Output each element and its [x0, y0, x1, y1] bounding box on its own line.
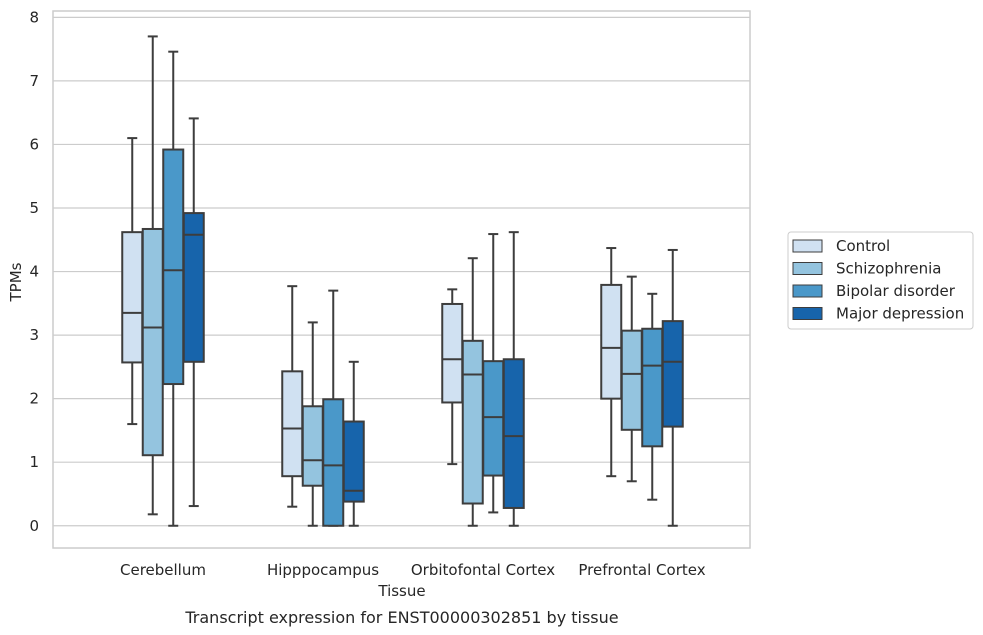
iqr-box — [301, 405, 324, 487]
box-prefrontal-cortex-bipolar-disorder — [641, 292, 664, 501]
box-prefrontal-cortex-schizophrenia — [620, 275, 643, 483]
legend: Control Schizophrenia Bipolar disorder Majo… — [787, 231, 974, 330]
y-tick-label: 4 — [29, 263, 39, 281]
box-cerebellum-schizophrenia — [141, 35, 164, 516]
iqr-box — [620, 329, 643, 431]
x-tick-label: Hipppocampus — [267, 561, 379, 579]
iqr-box — [342, 420, 365, 503]
x-tick-labels: Cerebellum Hipppocampus Orbitofontal Corte… — [120, 561, 706, 579]
iqr-box — [502, 358, 525, 509]
legend-frame — [787, 231, 974, 330]
box-hipppocampus-major-depression — [342, 360, 365, 527]
iqr-box — [182, 212, 205, 363]
plot-frame — [52, 10, 751, 549]
y-axis-label: TPMs — [7, 262, 25, 302]
legend-swatch-bipolar-disorder — [792, 284, 823, 298]
y-tick-label: 0 — [29, 517, 39, 535]
box-cerebellum-bipolar-disorder — [162, 50, 185, 527]
x-tick-label: Orbitofontal Cortex — [411, 561, 555, 579]
y-tick-label: 7 — [29, 72, 39, 90]
y-tick-label: 6 — [29, 135, 39, 153]
y-tick-labels: 0 1 2 3 4 5 6 7 8 — [29, 8, 39, 534]
box-orbitofontal-cortex-control — [441, 288, 464, 466]
y-tick-label: 3 — [29, 326, 39, 344]
box-orbitofontal-cortex-major-depression — [502, 231, 525, 527]
legend-label-major-depression: Major depression — [836, 305, 964, 323]
legend-label-bipolar-disorder: Bipolar disorder — [836, 282, 956, 300]
box-orbitofontal-cortex-bipolar-disorder — [482, 233, 505, 514]
iqr-box — [641, 327, 664, 448]
iqr-box — [441, 302, 464, 404]
x-tick-label: Prefrontal Cortex — [578, 561, 705, 579]
iqr-box — [121, 231, 144, 364]
y-tick-label: 5 — [29, 199, 39, 217]
box-hipppocampus-bipolar-disorder — [322, 289, 345, 527]
y-tick-label: 8 — [29, 8, 39, 26]
iqr-box — [661, 320, 684, 428]
iqr-box — [461, 339, 484, 505]
box-cerebellum-major-depression — [182, 117, 205, 508]
y-tick-label: 1 — [29, 453, 39, 471]
box-prefrontal-cortex-major-depression — [661, 248, 684, 527]
figure-caption: Transcript expression for ENST0000030285… — [184, 608, 618, 627]
x-axis-label: Tissue — [377, 582, 425, 600]
iqr-box — [482, 360, 505, 477]
legend-label-control: Control — [836, 237, 890, 255]
iqr-box — [141, 227, 164, 457]
iqr-box — [281, 370, 304, 478]
legend-label-schizophrenia: Schizophrenia — [836, 260, 941, 278]
legend-swatch-control — [792, 239, 823, 253]
legend-swatch-schizophrenia — [792, 262, 823, 275]
y-tick-label: 2 — [29, 390, 39, 408]
legend-swatch-major-depression — [792, 307, 823, 320]
iqr-box — [322, 398, 345, 527]
boxes — [121, 35, 684, 527]
iqr-box — [162, 148, 185, 386]
x-tick-label: Cerebellum — [120, 561, 206, 579]
iqr-box — [600, 283, 623, 400]
